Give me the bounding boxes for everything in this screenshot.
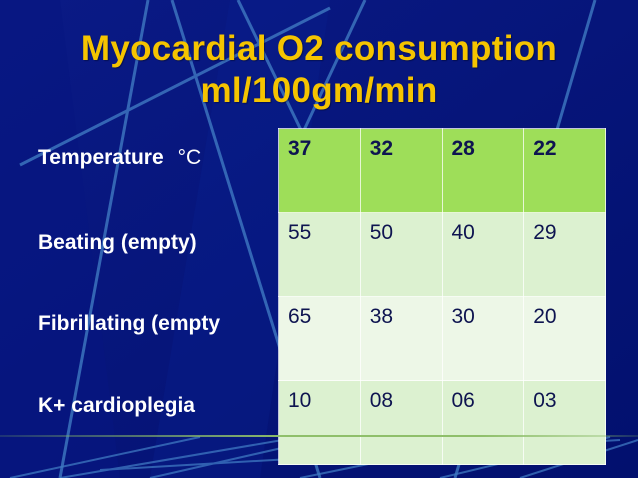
table-header-row: 37 32 28 22 bbox=[278, 128, 606, 213]
table-cell: 20 bbox=[523, 296, 606, 381]
table-cell: 38 bbox=[359, 296, 443, 381]
celsius-unit: °C bbox=[177, 146, 202, 169]
table-cell: 22 bbox=[523, 128, 606, 213]
row-label-fibrillating: Fibrillating (empty bbox=[38, 312, 221, 335]
table-row: 65 38 30 20 bbox=[278, 296, 606, 381]
table-cell: 03 bbox=[523, 380, 606, 465]
table-cell: 10 bbox=[278, 380, 361, 465]
table-cell: 55 bbox=[278, 212, 361, 297]
table-cell: 32 bbox=[359, 128, 443, 213]
title-line-2: ml/100gm/min bbox=[200, 71, 438, 110]
table-cell: 65 bbox=[278, 296, 361, 381]
slide-title: Myocardial O2 consumption ml/100gm/min bbox=[0, 28, 638, 112]
row-label-cardioplegia: K+ cardioplegia bbox=[38, 394, 195, 417]
table-cell: 06 bbox=[441, 380, 525, 465]
table-row: 10 08 06 03 bbox=[278, 380, 606, 465]
footer-divider bbox=[0, 435, 638, 437]
table-cell: 08 bbox=[359, 380, 443, 465]
table-cell: 30 bbox=[441, 296, 525, 381]
row-label-temperature: Temperature °C bbox=[38, 146, 201, 170]
table-cell: 40 bbox=[441, 212, 525, 297]
consumption-table: 37 32 28 22 55 50 40 29 65 38 30 20 10 0… bbox=[278, 128, 606, 465]
label-text: Temperature bbox=[38, 146, 164, 169]
table-cell: 28 bbox=[441, 128, 525, 213]
table-cell: 37 bbox=[278, 128, 361, 213]
row-label-beating: Beating (empty) bbox=[38, 231, 197, 254]
table-cell: 50 bbox=[359, 212, 443, 297]
table-cell: 29 bbox=[523, 212, 606, 297]
title-line-1: Myocardial O2 consumption bbox=[80, 29, 558, 68]
table-row: 55 50 40 29 bbox=[278, 212, 606, 297]
